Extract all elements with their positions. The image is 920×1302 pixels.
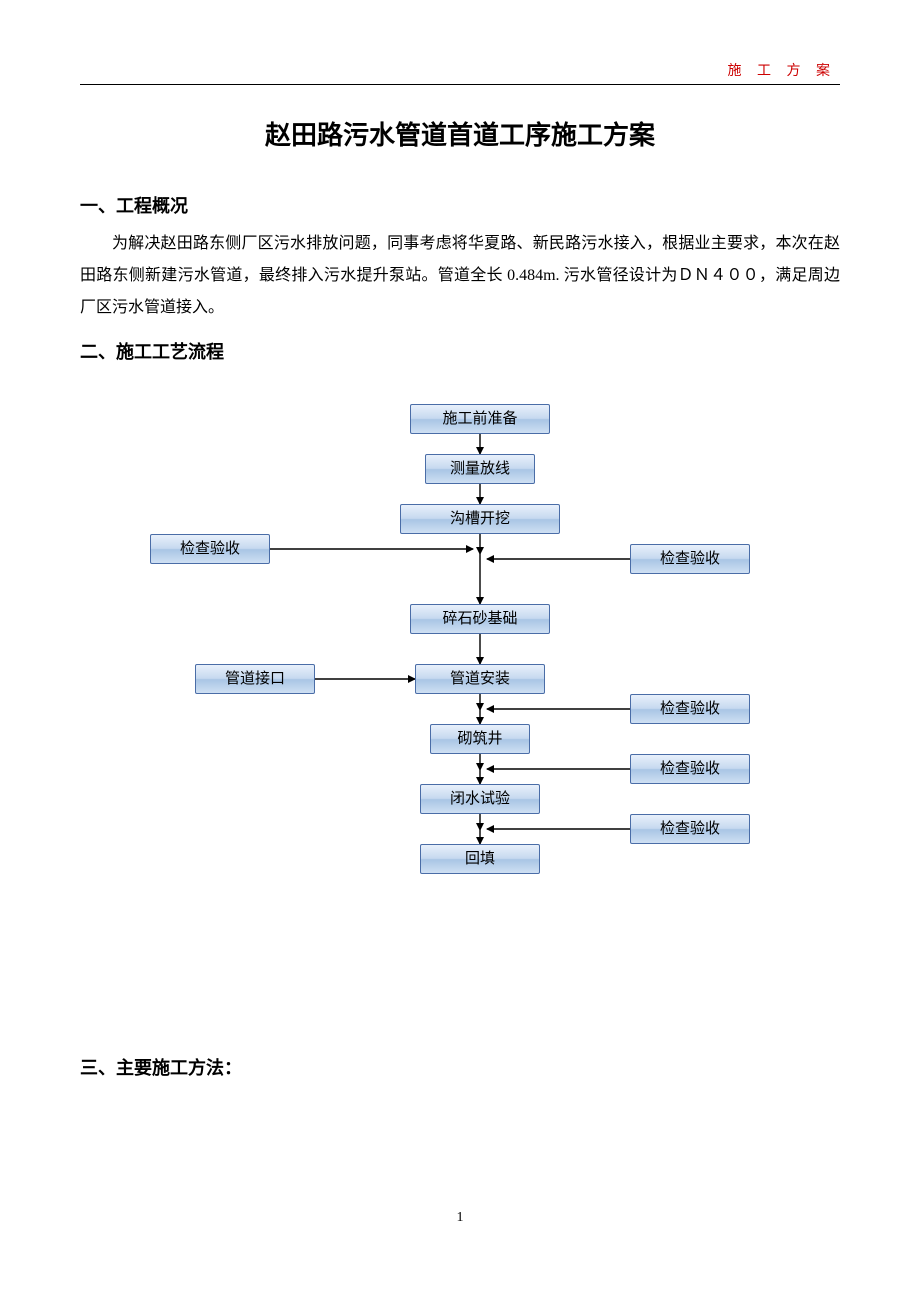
flow-node-n4l: 检查验收 [150, 534, 270, 564]
flow-node-n9: 回填 [420, 844, 540, 874]
header-rule [80, 84, 840, 85]
page: 施 工 方 案 赵田路污水管道首道工序施工方案 一、工程概况 为解决赵田路东侧厂… [80, 0, 840, 1266]
flow-node-n1: 施工前准备 [410, 404, 550, 434]
flow-node-n3: 沟槽开挖 [400, 504, 560, 534]
flow-node-n7r: 检查验收 [630, 754, 750, 784]
flow-node-n4r: 检查验收 [630, 544, 750, 574]
flow-node-n6l: 管道接口 [195, 664, 315, 694]
page-number: 1 [80, 1210, 840, 1226]
document-title: 赵田路污水管道首道工序施工方案 [80, 115, 840, 152]
flow-node-n6r: 检查验收 [630, 694, 750, 724]
flow-node-n5: 碎石砂基础 [410, 604, 550, 634]
flow-node-n8r: 检查验收 [630, 814, 750, 844]
section-1-body: 为解决赵田路东侧厂区污水排放问题，同事考虑将华夏路、新民路污水接入，根据业主要求… [80, 228, 840, 324]
section-2-heading: 二、施工工艺流程 [80, 338, 840, 364]
section-3-heading: 三、主要施工方法： [80, 1054, 840, 1080]
section-1-heading: 一、工程概况 [80, 192, 840, 218]
page-header-brand: 施 工 方 案 [80, 60, 840, 84]
flow-node-n2: 测量放线 [425, 454, 535, 484]
flowchart: 施工前准备测量放线沟槽开挖检查验收检查验收碎石砂基础管道接口管道安装检查验收砌筑… [140, 404, 780, 944]
flow-node-n7: 砌筑井 [430, 724, 530, 754]
flow-node-n6: 管道安装 [415, 664, 545, 694]
flow-node-n8: 闭水试验 [420, 784, 540, 814]
